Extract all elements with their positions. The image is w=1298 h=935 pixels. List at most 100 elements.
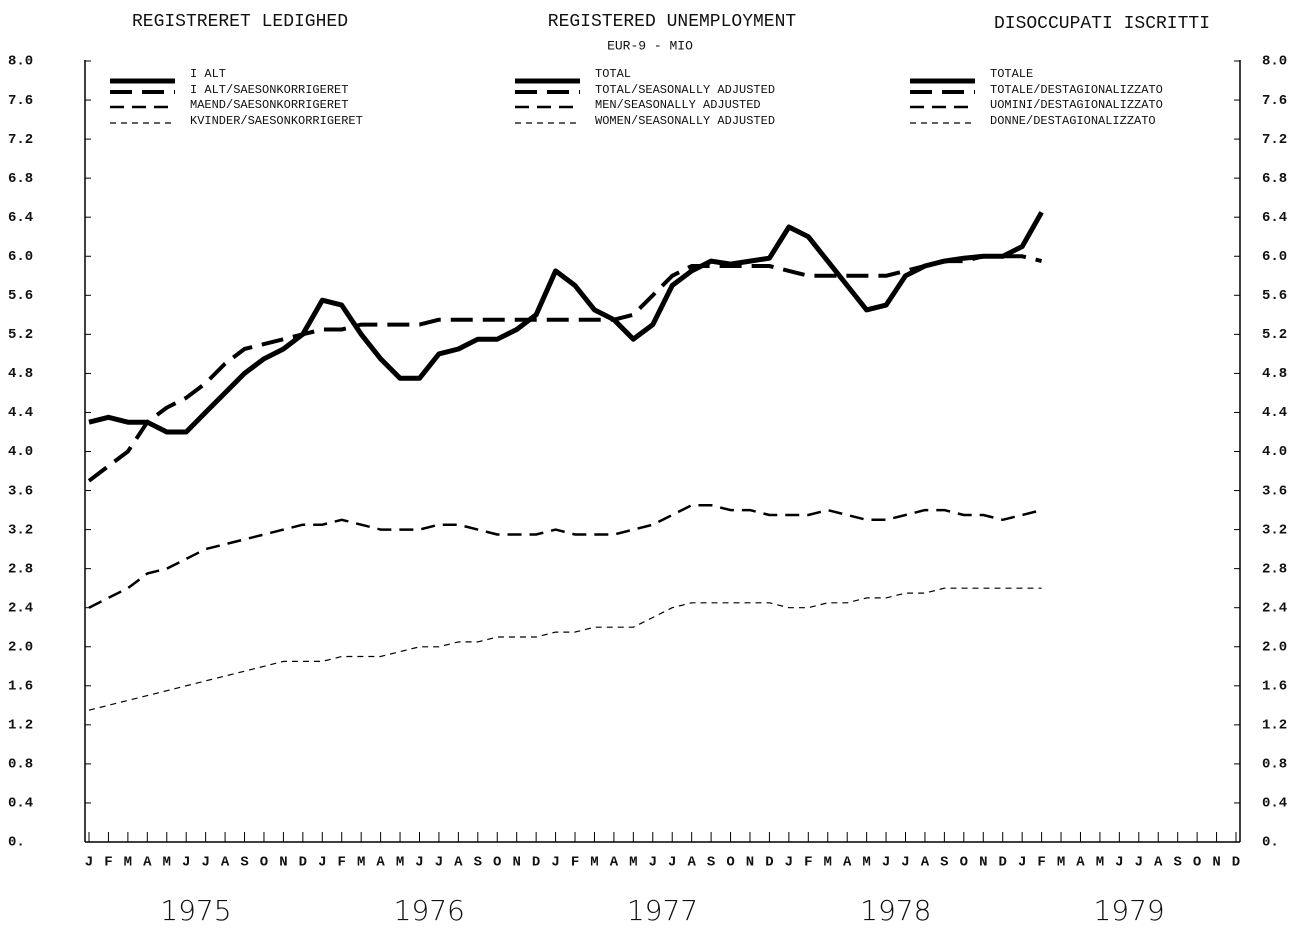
x-tick-label: M — [824, 855, 832, 871]
y-tick-label: 5.6 — [8, 288, 33, 304]
x-tick-label: J — [182, 855, 190, 871]
y-tick-label-right: 8.0 — [1262, 54, 1287, 70]
y-tick-label-right: 0.4 — [1262, 796, 1287, 812]
y-tick-label-right: 5.2 — [1262, 327, 1287, 343]
x-tick-label: F — [571, 855, 579, 871]
year-label: 1978 — [860, 894, 931, 927]
x-tick-label: J — [85, 855, 93, 871]
x-tick-label: O — [493, 855, 501, 871]
legend-label: TOTAL — [595, 67, 631, 81]
y-tick-label: 6.4 — [8, 210, 33, 226]
x-tick-label: A — [1076, 855, 1085, 871]
x-tick-label: J — [551, 855, 559, 871]
y-tick-label-right: 1.2 — [1262, 718, 1287, 734]
y-tick-label: 3.6 — [8, 483, 33, 499]
year-label: 1979 — [1093, 894, 1164, 927]
chart-title: REGISTERED UNEMPLOYMENT — [548, 12, 797, 32]
legend-label: I ALT — [190, 67, 226, 81]
y-tick-label-right: 7.2 — [1262, 132, 1287, 148]
x-tick-label: S — [240, 855, 248, 871]
y-tick-label: 0.4 — [8, 796, 33, 812]
legend-label: TOTALE/DESTAGIONALIZZATO — [990, 83, 1163, 97]
title-left: REGISTRERET LEDIGHED — [132, 12, 348, 32]
x-tick-label: A — [454, 855, 463, 871]
legend-label: WOMEN/SEASONALLY ADJUSTED — [595, 114, 775, 128]
x-tick-label: M — [396, 855, 404, 871]
x-tick-label: N — [1212, 855, 1220, 871]
legend-label: KVINDER/SAESONKORRIGERET — [190, 114, 363, 128]
x-tick-label: J — [318, 855, 326, 871]
y-tick-label-right: 4.8 — [1262, 366, 1287, 382]
x-tick-label: J — [201, 855, 209, 871]
x-tick-label: O — [726, 855, 734, 871]
y-tick-label-right: 1.6 — [1262, 679, 1287, 695]
x-tick-label: N — [979, 855, 987, 871]
series-line — [88, 503, 1042, 609]
y-tick-label: 5.2 — [8, 327, 33, 343]
x-tick-label: F — [104, 855, 112, 871]
y-tick-label: 7.6 — [8, 93, 33, 109]
x-tick-label: J — [649, 855, 657, 871]
x-tick-label: D — [532, 855, 540, 871]
x-tick-label: A — [610, 855, 619, 871]
x-tick-label: S — [474, 855, 482, 871]
x-tick-label: D — [1232, 855, 1240, 871]
x-tick-label: M — [1057, 855, 1065, 871]
x-tick-label: S — [1173, 855, 1181, 871]
y-tick-label-right: 7.6 — [1262, 93, 1287, 109]
legend-label: UOMINI/DESTAGIONALIZZATO — [990, 98, 1163, 112]
y-tick-label-right: 6.0 — [1262, 249, 1287, 265]
x-tick-label: O — [260, 855, 268, 871]
x-tick-label: J — [1018, 855, 1026, 871]
y-tick-label: 4.0 — [8, 444, 33, 460]
title-right: DISOCCUPATI ISCRITTI — [994, 14, 1210, 34]
y-tick-label: 4.8 — [8, 366, 33, 382]
series-line — [87, 254, 1043, 483]
year-label: 1977 — [627, 894, 698, 927]
legend-label: DONNE/DESTAGIONALIZZATO — [990, 114, 1156, 128]
x-tick-label: A — [376, 855, 385, 871]
x-tick-label: A — [1154, 855, 1163, 871]
x-tick-label: J — [882, 855, 890, 871]
x-tick-label: D — [765, 855, 773, 871]
y-tick-label: 7.2 — [8, 132, 33, 148]
legend-label: TOTAL/SEASONALLY ADJUSTED — [595, 83, 775, 97]
x-tick-label: J — [415, 855, 423, 871]
x-tick-label: M — [629, 855, 637, 871]
y-tick-label: 8.0 — [8, 54, 33, 70]
y-tick-label: 1.2 — [8, 718, 33, 734]
x-tick-label: O — [1193, 855, 1201, 871]
x-tick-label: N — [512, 855, 520, 871]
x-tick-label: F — [338, 855, 346, 871]
y-tick-label-right: 4.4 — [1262, 405, 1287, 421]
x-tick-label: J — [785, 855, 793, 871]
y-tick-label-right: 4.0 — [1262, 444, 1287, 460]
x-tick-label: M — [1096, 855, 1104, 871]
y-tick-label: 2.8 — [8, 561, 33, 577]
x-tick-label: A — [221, 855, 230, 871]
y-tick-label: 6.8 — [8, 171, 33, 187]
x-tick-label: J — [901, 855, 909, 871]
x-tick-label: F — [1037, 855, 1045, 871]
y-tick-label-right: 6.4 — [1262, 210, 1287, 226]
series-line — [88, 211, 1044, 435]
x-tick-label: J — [1115, 855, 1123, 871]
y-tick-label: 6.0 — [8, 249, 33, 265]
y-tick-label-right: 2.8 — [1262, 561, 1287, 577]
x-tick-label: D — [999, 855, 1007, 871]
x-tick-label: J — [1135, 855, 1143, 871]
y-tick-label-right: 6.8 — [1262, 171, 1287, 187]
y-tick-label: 2.4 — [8, 600, 33, 616]
y-tick-label: 2.0 — [8, 639, 33, 655]
x-tick-label: O — [960, 855, 968, 871]
legend-label: TOTALE — [990, 67, 1033, 81]
x-tick-label: N — [746, 855, 754, 871]
x-tick-label: S — [707, 855, 715, 871]
x-tick-label: D — [299, 855, 307, 871]
y-tick-label-right: 0. — [1262, 835, 1279, 851]
legend-label: I ALT/SAESONKORRIGERET — [190, 83, 348, 97]
y-tick-label-right: 2.4 — [1262, 600, 1287, 616]
legend-label: MAEND/SAESONKORRIGERET — [190, 98, 348, 112]
y-tick-label-right: 3.2 — [1262, 522, 1287, 538]
